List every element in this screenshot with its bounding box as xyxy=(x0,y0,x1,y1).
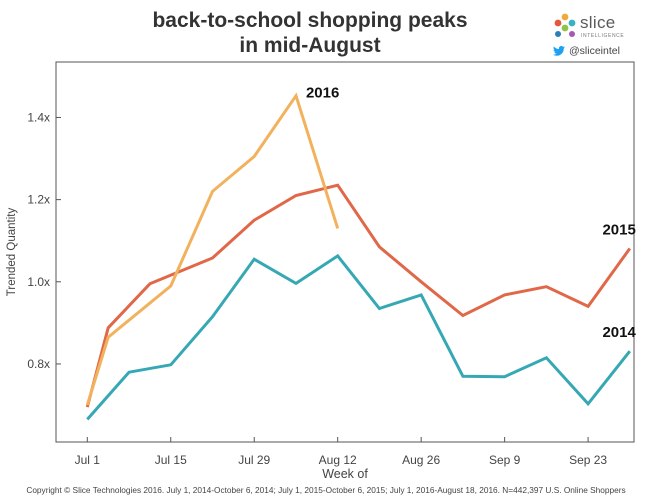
twitter-handle[interactable]: @sliceintel xyxy=(553,45,620,57)
x-tick-label: Jul 1 xyxy=(75,453,101,467)
y-tick-label: 1.4x xyxy=(27,110,50,124)
x-tick-label: Sep 23 xyxy=(569,453,607,467)
chart-title-line-2: in mid-August xyxy=(239,34,381,57)
plot-frame xyxy=(55,61,635,443)
series-label-2014: 2014 xyxy=(602,324,636,341)
x-axis: Jul 1 Jul 15 Jul 29 Aug 12 Aug 26 Sep 9 Sep 23 xyxy=(75,437,607,467)
x-tick-label: Aug 12 xyxy=(319,453,357,467)
x-tick-label: Jul 29 xyxy=(238,453,270,467)
twitter-handle-text: @sliceintel xyxy=(569,45,620,57)
series-line-2014 xyxy=(86,253,631,421)
series-layer xyxy=(85,92,632,421)
series-label-2015: 2015 xyxy=(602,222,635,239)
series-label-layer: 2014 2015 2016 xyxy=(306,85,637,342)
chart-title-line-1: back-to-school shopping peaks xyxy=(152,9,468,32)
series-line-2015 xyxy=(85,183,632,408)
twitter-bird-icon xyxy=(553,46,565,56)
y-tick-label: 1.0x xyxy=(27,275,50,289)
y-tick-label: 0.8x xyxy=(27,357,50,371)
y-axis-title: Trended Quantity xyxy=(6,208,18,297)
series-label-2016: 2016 xyxy=(306,85,339,102)
series-line-2016 xyxy=(85,92,340,406)
copyright-footer: Copyright © Slice Technologies 2016. Jul… xyxy=(26,485,626,495)
x-tick-label: Sep 9 xyxy=(489,453,521,467)
slice-logo-icon xyxy=(554,13,576,37)
y-axis: 0.8x 1.0x 1.2x 1.4x xyxy=(27,110,61,371)
x-tick-label: Aug 26 xyxy=(402,453,440,467)
x-tick-label: Jul 15 xyxy=(155,453,187,467)
x-axis-title: Week of xyxy=(322,467,368,481)
brand-name: slice xyxy=(580,13,616,32)
y-tick-label: 1.2x xyxy=(27,193,50,207)
brand-block: slice INTELLIGENCE @sliceintel xyxy=(553,13,648,65)
chart-title: back-to-school shopping peaks in mid-Aug… xyxy=(110,8,510,58)
brand-subtitle: INTELLIGENCE xyxy=(581,33,625,39)
